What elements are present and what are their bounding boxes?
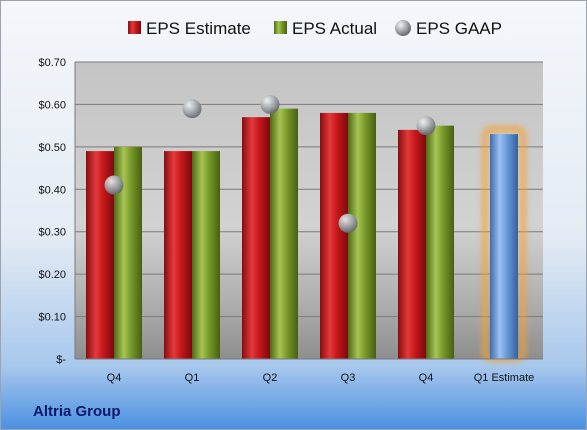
y-tick-label: $0.40 [38, 184, 66, 196]
legend-swatch-eps-gaap [395, 20, 411, 36]
bar-eps-estimate [398, 129, 426, 359]
bar-eps-actual [192, 151, 220, 359]
gaap-bubbles [104, 94, 436, 233]
y-tick-label: $0.10 [38, 312, 66, 324]
x-tick-label: Q2 [263, 372, 278, 384]
bar-eps-estimate [242, 117, 270, 360]
legend: EPS Estimate EPS Actual EPS GAAP [128, 19, 502, 38]
bars [86, 108, 526, 362]
bar-q1-estimate [490, 134, 518, 359]
bubble-eps-gaap [338, 213, 358, 233]
y-tick-label: $0.60 [38, 99, 66, 111]
y-tick-label: $0.30 [38, 227, 66, 239]
legend-label-eps-actual: EPS Actual [292, 19, 377, 38]
x-tick-label: Q4 [107, 372, 122, 384]
bar-eps-actual [270, 108, 298, 360]
y-tick-label: $0.20 [38, 269, 66, 281]
x-tick-label: Q3 [341, 372, 356, 384]
plot-area [75, 62, 543, 359]
y-tick-label: $0.70 [38, 57, 66, 69]
bar-eps-estimate [320, 112, 348, 360]
bubble-eps-gaap [182, 99, 202, 119]
legend-label-eps-estimate: EPS Estimate [146, 19, 251, 38]
bar-eps-actual [348, 112, 376, 360]
bar-eps-actual [426, 125, 454, 360]
x-axis: Q4 Q1 Q2 Q3 Q4 Q1 Estimate [75, 358, 543, 384]
y-tick-label: $0.50 [38, 142, 66, 154]
bubble-eps-gaap [416, 116, 436, 136]
x-tick-label: Q1 [185, 372, 200, 384]
y-tick-label: $- [56, 354, 66, 366]
x-tick-label: Q1 Estimate [474, 372, 535, 384]
bar-eps-estimate [164, 151, 192, 359]
legend-swatch-eps-actual [274, 21, 287, 34]
bubble-eps-gaap [104, 175, 124, 195]
legend-label-eps-gaap: EPS GAAP [416, 19, 502, 38]
x-tick-label: Q4 [419, 372, 434, 384]
y-axis: $- $0.10 $0.20 $0.30 $0.40 $0.50 $0.60 $0.70 [38, 57, 76, 366]
bubble-eps-gaap [260, 94, 280, 114]
legend-swatch-eps-estimate [128, 21, 141, 34]
company-name: Altria Group [33, 403, 121, 420]
